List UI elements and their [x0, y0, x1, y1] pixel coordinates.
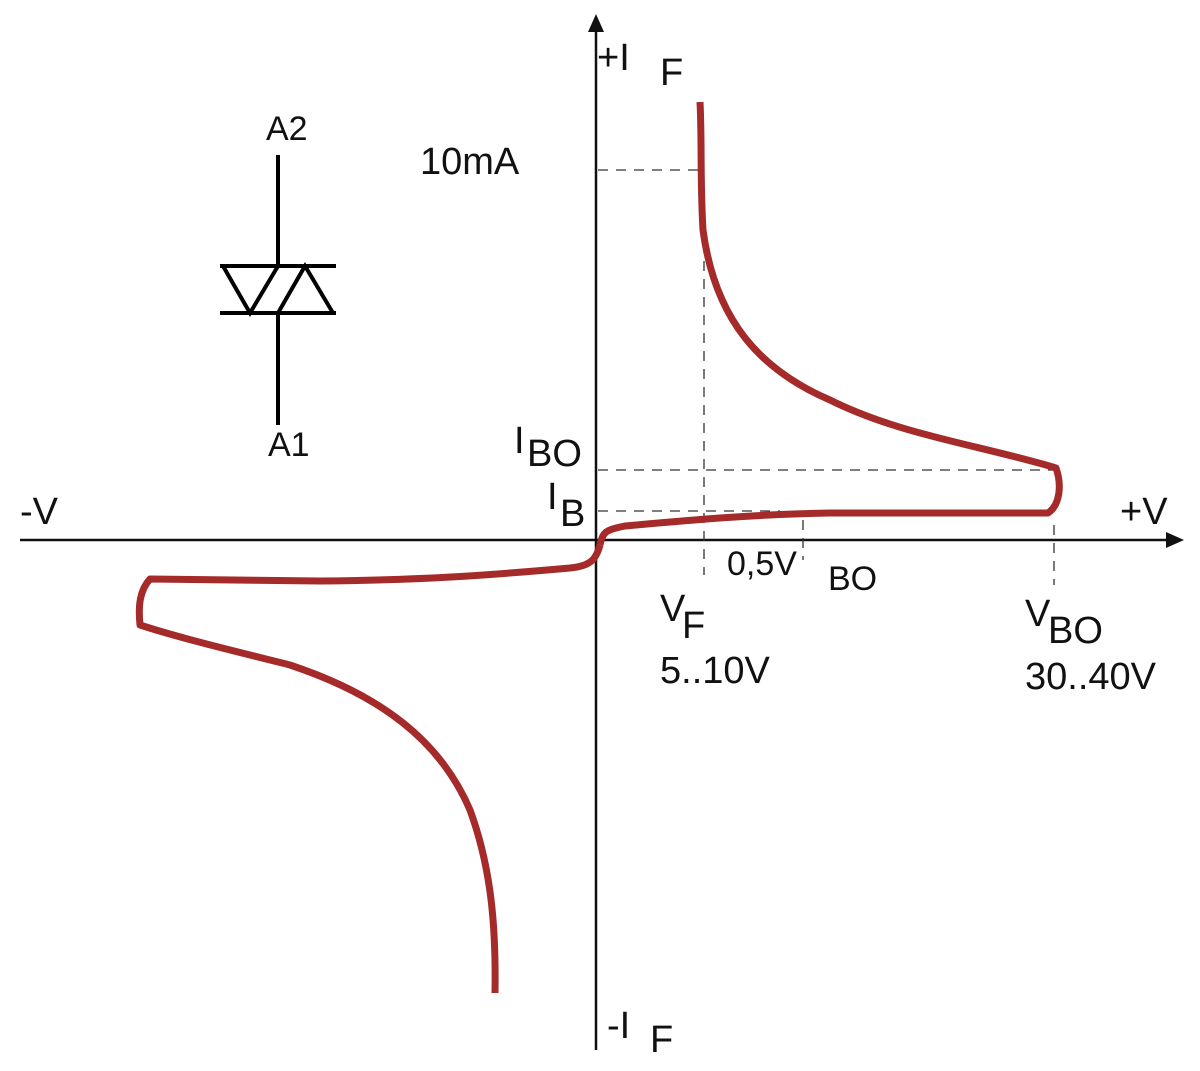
- i-bo-subscript: BO: [527, 433, 582, 475]
- axis-subscript: F: [660, 52, 683, 94]
- axis-label: -V: [20, 491, 59, 533]
- terminal-label: A1: [268, 426, 310, 464]
- delta-v-label: 0,5V: [727, 545, 797, 583]
- forward-curve: [596, 101, 1063, 546]
- delta-v-subscript: BO: [828, 560, 877, 598]
- y-arrow: [588, 14, 604, 32]
- v-bo-subscript: BO: [1048, 610, 1103, 652]
- i-b-symbol: I: [547, 476, 558, 518]
- x-arrow: [1166, 532, 1184, 548]
- v-f-symbol: V: [660, 588, 686, 630]
- axis-subscript: F: [650, 1019, 673, 1061]
- v-f-range: 5..10V: [660, 650, 771, 692]
- v-bo-symbol: V: [1025, 593, 1051, 635]
- axis-label: +I: [597, 37, 630, 79]
- guide-lines: [598, 169, 1055, 585]
- triac-symbol: [220, 155, 336, 425]
- v-bo-range: 30..40V: [1025, 656, 1157, 698]
- reverse-curve: [135, 544, 604, 994]
- terminal-label: A2: [266, 110, 308, 148]
- i-b-subscript: B: [560, 493, 585, 535]
- axis-label: +V: [1120, 491, 1168, 533]
- i-bo-symbol: I: [514, 420, 525, 462]
- v-f-subscript: F: [682, 605, 705, 647]
- axis-label: -I: [607, 1005, 630, 1047]
- current-label: 10mA: [420, 141, 520, 183]
